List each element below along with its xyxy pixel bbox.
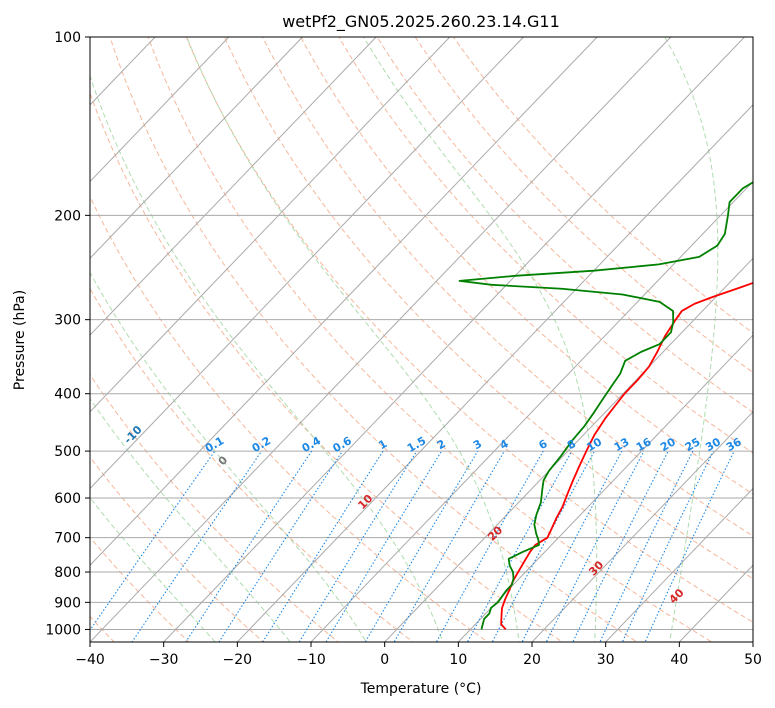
moist-adiabat-line: [186, 37, 520, 642]
isotherm-line: [752, 641, 753, 642]
x-tick-label: 20: [523, 652, 541, 668]
x-tick-label: −30: [149, 652, 179, 668]
x-tick-label: −20: [223, 652, 253, 668]
y-tick-label: 200: [54, 208, 81, 224]
mixing-ratio-line: [644, 450, 735, 642]
y-tick-layer: 1000 900 800 700 600 500 400 300 200 100: [45, 30, 90, 638]
mixing-ratio-line: [621, 450, 714, 642]
isotherm-line: [90, 37, 451, 413]
dry-adiabat-line: [90, 373, 340, 642]
plot-frame: [89, 36, 754, 643]
moist-adiabat-line: [363, 37, 598, 642]
dry-adiabat-line: [90, 195, 489, 642]
x-tick-label: −10: [296, 652, 326, 668]
dry-adiabat-line: [376, 37, 753, 413]
dry-adiabat-line: [414, 37, 753, 374]
mixing-ratio-line: [491, 450, 595, 642]
moist-adiabat-line: [90, 271, 367, 642]
isotherm-line: [384, 257, 753, 642]
mixing-ratio-line: [325, 450, 443, 642]
mixing-ratio-line: [298, 450, 418, 642]
mixing-ratio-line: [521, 450, 623, 642]
moist-adiabat-line: [664, 37, 719, 642]
isotherm-line: [531, 411, 753, 642]
dry-adiabat-line: [338, 37, 753, 454]
isotherm-line: [457, 334, 753, 642]
mixing-ratio-line: [90, 450, 216, 632]
mixing-ratio-line: [364, 450, 479, 642]
isotherm-line: [90, 37, 598, 566]
y-tick-label: 600: [54, 491, 81, 507]
mixing-ratio-line: [185, 450, 313, 642]
mixing-ratio-line: [393, 450, 505, 642]
grid-layer: [0, 37, 753, 642]
dry-adiabat-line: [109, 37, 638, 642]
x-tick-label: 10: [449, 652, 467, 668]
dry-adiabat-line: [223, 37, 753, 580]
y-axis-label: Pressure (hPa): [12, 290, 28, 390]
plot-background: [90, 37, 753, 642]
y-tick-label: 700: [54, 531, 81, 547]
y-tick-label: 1000: [45, 622, 81, 638]
isotherm-line: [0, 37, 8, 642]
isotherm-line: [90, 37, 230, 183]
x-tick-label: −40: [75, 652, 105, 668]
isotherm-line: [310, 180, 753, 642]
x-tick-layer: −40 −30 −20 −10 0 10 20 30 40 50: [75, 642, 762, 668]
isotherm-line: [90, 37, 303, 260]
y-tick-label: 500: [54, 444, 81, 460]
mixing-ratio-line: [262, 450, 384, 642]
isotherm-line: [236, 104, 753, 642]
moist-adiabat-line: [90, 496, 216, 642]
isotherm-line: [90, 37, 524, 490]
mixing-ratio-line: [545, 450, 645, 642]
mixing-ratio-line: [218, 450, 343, 642]
mixing-ratio-line: [131, 450, 263, 642]
dewpoint-trace: [458, 181, 753, 630]
mixing-ratio-line: [572, 450, 669, 642]
dry-adiabat-line: [452, 37, 753, 334]
dry-adiabat-line: [147, 37, 713, 642]
x-tick-label: 40: [670, 652, 688, 668]
moist-adiabat-line: [90, 397, 291, 642]
y-tick-label: 400: [54, 387, 81, 403]
x-axis-label: Temperature (°C): [360, 681, 482, 697]
x-tick-label: 50: [744, 652, 762, 668]
y-tick-label: 100: [54, 30, 81, 46]
isotherm-line: [90, 37, 672, 642]
dry-adiabat-line: [90, 91, 564, 642]
dry-adiabat-line: [90, 456, 265, 642]
y-tick-label: 300: [54, 313, 81, 329]
x-tick-label: 30: [597, 652, 615, 668]
dry-adiabat-line: [90, 287, 414, 642]
x-tick-label: 0: [380, 652, 389, 668]
isotherm-line: [605, 487, 753, 642]
chart-title: wetPf2_GN05.2025.260.23.14.G11: [282, 12, 560, 32]
moist-adiabat-line: [90, 74, 444, 642]
isotherm-line: [163, 37, 745, 642]
dry-adiabat-line: [262, 37, 753, 537]
isotherm-line: [90, 37, 377, 336]
y-tick-label: 900: [54, 595, 81, 611]
y-tick-label: 800: [54, 565, 81, 581]
temperature-trace: [500, 282, 753, 631]
series-layer: [458, 181, 753, 631]
